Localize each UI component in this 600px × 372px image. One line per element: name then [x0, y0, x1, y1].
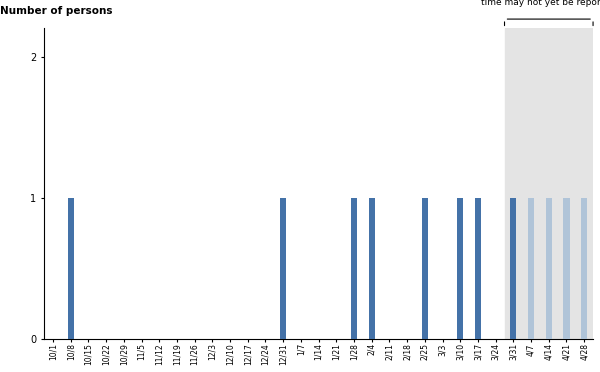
- Text: Illnesses that began during this
time may not yet be reported: Illnesses that began during this time ma…: [477, 0, 600, 7]
- Bar: [581, 198, 587, 339]
- Bar: [351, 198, 357, 339]
- Text: Number of persons: Number of persons: [0, 6, 113, 16]
- Bar: [475, 198, 481, 339]
- Bar: [563, 198, 569, 339]
- Bar: [368, 198, 375, 339]
- Bar: [505, 28, 593, 339]
- Bar: [68, 198, 74, 339]
- Bar: [510, 198, 517, 339]
- Bar: [422, 198, 428, 339]
- Bar: [528, 198, 534, 339]
- Bar: [545, 198, 552, 339]
- Bar: [457, 198, 463, 339]
- Bar: [280, 198, 286, 339]
